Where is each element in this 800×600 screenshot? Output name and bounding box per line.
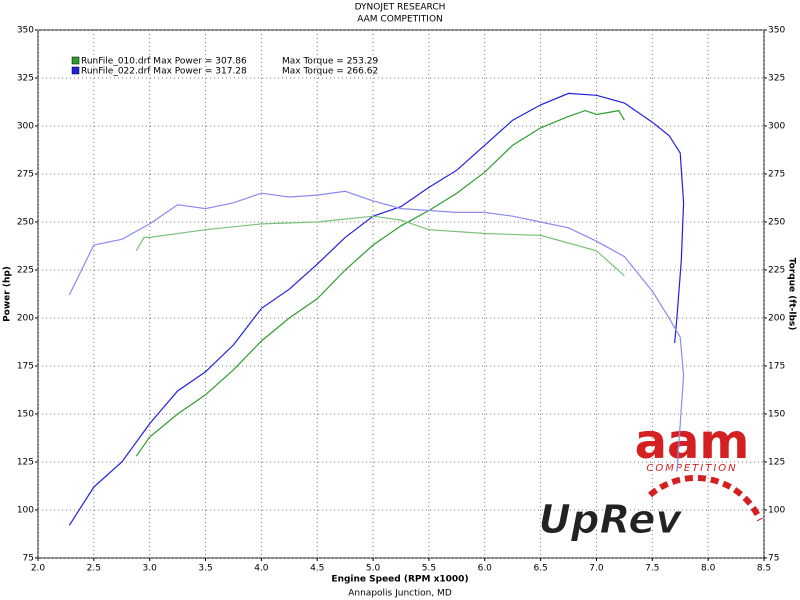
y-tick-label: 200 bbox=[17, 314, 34, 324]
y-tick-label: 225 bbox=[17, 266, 34, 276]
x-tick-label: 5.5 bbox=[422, 564, 436, 574]
footer: Annapolis Junction, MD bbox=[348, 589, 452, 599]
x-tick-label: 2.5 bbox=[87, 564, 101, 574]
x-tick-label: 6.5 bbox=[533, 564, 547, 574]
y2-tick-label: 100 bbox=[768, 506, 785, 516]
x-tick-label: 8.5 bbox=[757, 564, 771, 574]
legend-swatch bbox=[71, 66, 80, 75]
y2-tick-label: 300 bbox=[768, 122, 785, 132]
x-tick-label: 2.0 bbox=[31, 564, 46, 574]
data-line bbox=[68, 92, 685, 526]
y-tick-label: 250 bbox=[17, 218, 34, 228]
y2-tick-label: 250 bbox=[768, 218, 785, 228]
y2-tick-label: 225 bbox=[768, 266, 785, 276]
y2-tick-label: 75 bbox=[768, 554, 779, 564]
logo-uprev: UpRev bbox=[538, 497, 683, 543]
data-line bbox=[135, 215, 625, 277]
y2-tick-label: 125 bbox=[768, 458, 785, 468]
y-axis-label: Power (hp) bbox=[3, 266, 13, 322]
y-tick-label: 75 bbox=[23, 554, 34, 564]
y2-tick-label: 175 bbox=[768, 362, 785, 372]
legend-label: RunFile_010.drf Max Power = 307.86 bbox=[81, 57, 247, 67]
y2-tick-label: 200 bbox=[768, 314, 785, 324]
y2-tick-label: 350 bbox=[768, 26, 785, 36]
legend-torque: Max Torque = 266.62 bbox=[282, 67, 378, 77]
logo-gauge bbox=[648, 474, 763, 522]
legend-label: RunFile_022.drf Max Power = 317.28 bbox=[81, 67, 247, 77]
y2-tick-label: 275 bbox=[768, 170, 785, 180]
chart-subtitle: AAM COMPETITION bbox=[357, 15, 443, 25]
y-tick-label: 100 bbox=[17, 506, 34, 516]
legend-swatch bbox=[71, 56, 80, 65]
x-tick-label: 3.0 bbox=[143, 564, 158, 574]
y-tick-label: 175 bbox=[17, 362, 34, 372]
logo-aam: aam bbox=[635, 414, 750, 470]
x-axis-label: Engine Speed (RPM x1000) bbox=[331, 575, 468, 585]
logo-competition: COMPETITION bbox=[646, 463, 737, 474]
y-tick-label: 275 bbox=[17, 170, 34, 180]
x-tick-label: 7.5 bbox=[645, 564, 659, 574]
y-tick-label: 325 bbox=[17, 74, 34, 84]
x-tick-label: 5.0 bbox=[366, 564, 381, 574]
y2-axis-label: Torque (ft-lbs) bbox=[787, 258, 797, 331]
data-line bbox=[68, 190, 685, 472]
legend-torque: Max Torque = 253.29 bbox=[282, 57, 378, 67]
data-line bbox=[135, 109, 625, 457]
x-tick-label: 7.0 bbox=[589, 564, 604, 574]
y-tick-label: 350 bbox=[17, 26, 34, 36]
y2-tick-label: 325 bbox=[768, 74, 785, 84]
chart-title: DYNOJET RESEARCH bbox=[355, 3, 446, 13]
y2-tick-label: 150 bbox=[768, 410, 785, 420]
x-tick-label: 4.5 bbox=[310, 564, 324, 574]
y-tick-label: 150 bbox=[17, 410, 34, 420]
x-tick-label: 8.0 bbox=[701, 564, 716, 574]
x-tick-label: 4.0 bbox=[254, 564, 269, 574]
y-tick-label: 300 bbox=[17, 122, 34, 132]
x-tick-label: 6.0 bbox=[478, 564, 493, 574]
y-tick-label: 125 bbox=[17, 458, 34, 468]
x-tick-label: 3.5 bbox=[198, 564, 212, 574]
